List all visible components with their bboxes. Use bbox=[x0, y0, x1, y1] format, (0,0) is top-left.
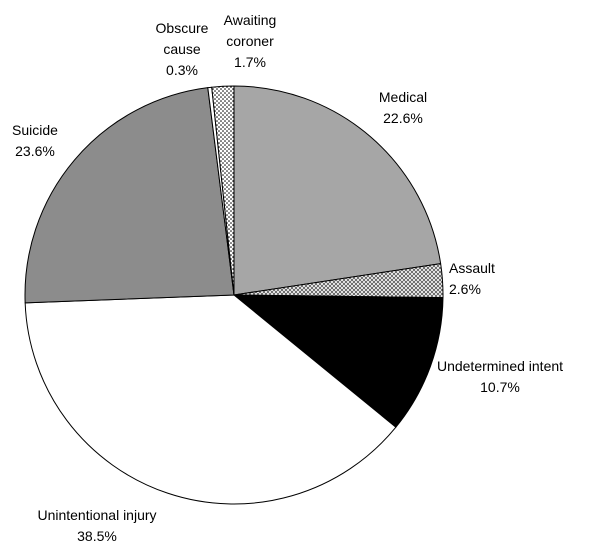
slice-label: Unintentional injury 38.5% bbox=[37, 505, 156, 547]
category-label: Unintentional injury bbox=[37, 507, 157, 523]
category-label: Assault bbox=[449, 260, 495, 276]
slice-label: Awaiting coroner 1.7% bbox=[214, 10, 286, 73]
value-label: 38.5% bbox=[77, 528, 117, 544]
value-label: 1.7% bbox=[234, 54, 266, 70]
slice-label: Assault 2.6% bbox=[449, 258, 495, 300]
category-label: Suicide bbox=[12, 122, 58, 138]
value-label: 22.6% bbox=[383, 110, 423, 126]
pie-slice bbox=[24, 294, 397, 505]
value-label: 23.6% bbox=[15, 143, 55, 159]
slice-label: Suicide 23.6% bbox=[12, 120, 58, 162]
pie-slice bbox=[211, 85, 235, 296]
value-label: 2.6% bbox=[449, 281, 481, 297]
category-label: Awaiting coroner bbox=[223, 12, 277, 49]
slice-label: Medical 22.6% bbox=[379, 87, 427, 129]
value-label: 10.7% bbox=[480, 379, 520, 395]
category-label: Medical bbox=[378, 89, 428, 105]
pie-slice bbox=[233, 85, 442, 296]
category-label: Obscure cause bbox=[155, 20, 209, 57]
value-label: 0.3% bbox=[166, 62, 198, 78]
pie-slice bbox=[24, 87, 235, 304]
pie bbox=[24, 85, 444, 505]
slice-label: Obscure cause 0.3% bbox=[150, 18, 214, 81]
slice-label: Undetermined intent 10.7% bbox=[437, 356, 563, 398]
pie-slice bbox=[233, 294, 444, 428]
category-label: Undetermined intent bbox=[436, 358, 564, 374]
